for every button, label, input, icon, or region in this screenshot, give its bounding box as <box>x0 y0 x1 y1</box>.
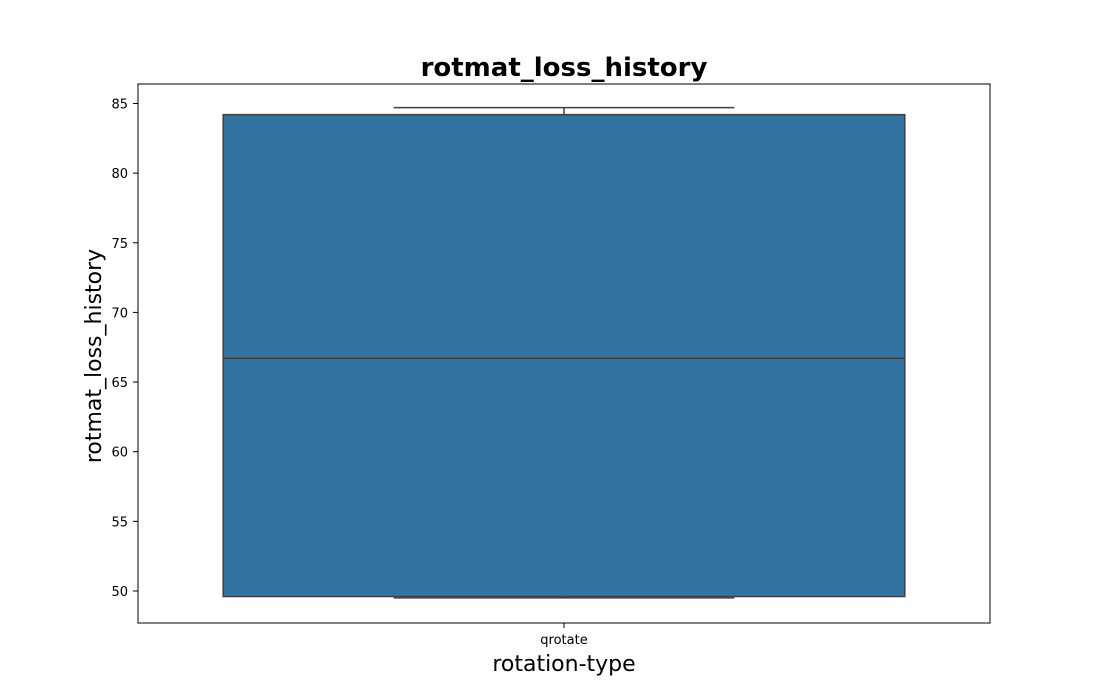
y-tick-label: 50 <box>111 585 128 600</box>
box-series <box>222 106 906 599</box>
y-tick-label: 85 <box>111 97 128 112</box>
y-tick-label: 60 <box>111 446 128 461</box>
y-tick-label: 75 <box>111 237 128 252</box>
y-axis-ticks: 50 55 60 65 70 75 80 85 <box>111 97 138 600</box>
x-tick-label: qrotate <box>540 633 587 648</box>
y-axis-label: rotmat_loss_history <box>82 249 107 463</box>
x-axis-ticks: qrotate <box>540 623 588 648</box>
y-tick-label: 65 <box>111 376 128 391</box>
chart-title: rotmat_loss_history <box>421 53 708 83</box>
y-tick-label: 80 <box>111 167 128 182</box>
y-tick-label: 55 <box>111 515 128 530</box>
x-axis-label: rotation-type <box>492 652 635 677</box>
y-tick-label: 70 <box>111 306 128 321</box>
box-iqr-qrotate <box>222 113 906 598</box>
